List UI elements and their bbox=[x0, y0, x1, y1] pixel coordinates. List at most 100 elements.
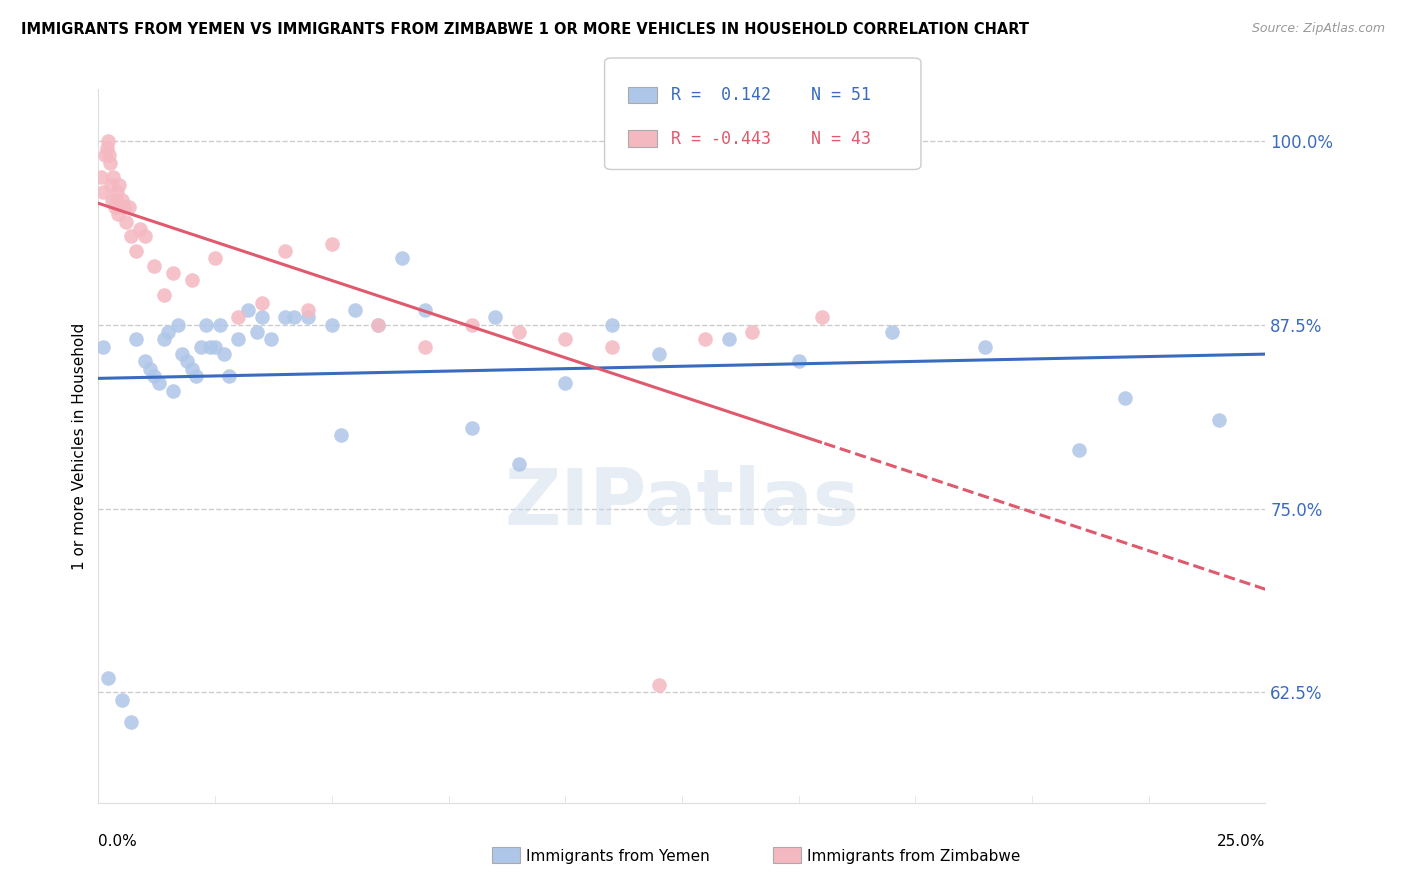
Text: IMMIGRANTS FROM YEMEN VS IMMIGRANTS FROM ZIMBABWE 1 OR MORE VEHICLES IN HOUSEHOL: IMMIGRANTS FROM YEMEN VS IMMIGRANTS FROM… bbox=[21, 22, 1029, 37]
Point bbox=[118, 200, 141, 214]
Point bbox=[176, 354, 198, 368]
Point bbox=[115, 214, 138, 228]
Point bbox=[250, 310, 273, 325]
Point bbox=[90, 170, 112, 185]
Point bbox=[218, 369, 240, 384]
Point bbox=[152, 288, 174, 302]
Point bbox=[695, 332, 717, 346]
Point bbox=[134, 229, 156, 244]
Point bbox=[214, 347, 236, 361]
Text: R =  0.142    N = 51: R = 0.142 N = 51 bbox=[671, 87, 870, 104]
Point bbox=[91, 340, 114, 354]
Text: 0.0%: 0.0% bbox=[98, 834, 138, 849]
Point bbox=[297, 302, 319, 317]
Point bbox=[1114, 391, 1136, 405]
Point bbox=[143, 369, 166, 384]
Point bbox=[104, 200, 127, 214]
Point bbox=[484, 310, 506, 325]
Point bbox=[367, 318, 389, 332]
Point bbox=[105, 193, 128, 207]
Point bbox=[180, 273, 202, 287]
Point bbox=[97, 671, 120, 685]
Point bbox=[180, 361, 202, 376]
Point bbox=[98, 155, 121, 169]
Point bbox=[172, 347, 194, 361]
Point bbox=[330, 428, 353, 442]
Point bbox=[97, 134, 120, 148]
Point bbox=[190, 340, 212, 354]
Text: Immigrants from Yemen: Immigrants from Yemen bbox=[526, 849, 710, 863]
Point bbox=[741, 325, 763, 339]
Point bbox=[260, 332, 283, 346]
Point bbox=[101, 193, 124, 207]
Point bbox=[344, 302, 367, 317]
Point bbox=[91, 185, 114, 199]
Point bbox=[228, 310, 250, 325]
Point bbox=[200, 340, 222, 354]
Point bbox=[508, 458, 530, 472]
Point bbox=[274, 244, 297, 258]
Point bbox=[1208, 413, 1230, 427]
Point bbox=[297, 310, 319, 325]
Point bbox=[204, 252, 226, 266]
Point bbox=[461, 318, 484, 332]
Point bbox=[162, 384, 184, 398]
Point bbox=[94, 148, 117, 162]
Point bbox=[274, 310, 297, 325]
Point bbox=[125, 332, 148, 346]
Point bbox=[148, 376, 170, 391]
Point bbox=[647, 678, 669, 692]
Point bbox=[321, 236, 343, 251]
Point bbox=[600, 340, 623, 354]
Point bbox=[413, 340, 436, 354]
Y-axis label: 1 or more Vehicles in Household: 1 or more Vehicles in Household bbox=[72, 322, 87, 570]
Point bbox=[112, 200, 135, 214]
Point bbox=[208, 318, 231, 332]
Point bbox=[100, 178, 122, 192]
Point bbox=[250, 295, 273, 310]
Point bbox=[105, 185, 128, 199]
Text: 25.0%: 25.0% bbox=[1218, 834, 1265, 849]
Point bbox=[811, 310, 834, 325]
Point bbox=[125, 244, 148, 258]
Text: R = -0.443    N = 43: R = -0.443 N = 43 bbox=[671, 129, 870, 147]
Point bbox=[554, 332, 576, 346]
Point bbox=[157, 325, 180, 339]
Point bbox=[880, 325, 903, 339]
Point bbox=[107, 207, 129, 221]
Text: Immigrants from Zimbabwe: Immigrants from Zimbabwe bbox=[807, 849, 1021, 863]
Point bbox=[461, 420, 484, 434]
Point bbox=[508, 325, 530, 339]
Point bbox=[134, 354, 156, 368]
Point bbox=[97, 148, 120, 162]
Point bbox=[204, 340, 226, 354]
Point bbox=[321, 318, 343, 332]
Point bbox=[236, 302, 259, 317]
Point bbox=[647, 347, 669, 361]
Point bbox=[1067, 442, 1090, 457]
Point bbox=[391, 252, 413, 266]
Point bbox=[194, 318, 217, 332]
Point bbox=[246, 325, 269, 339]
Point bbox=[111, 193, 134, 207]
Point bbox=[152, 332, 174, 346]
Point bbox=[717, 332, 740, 346]
Point bbox=[186, 369, 208, 384]
Point bbox=[413, 302, 436, 317]
Point bbox=[228, 332, 250, 346]
Point bbox=[108, 178, 131, 192]
Point bbox=[166, 318, 188, 332]
Point bbox=[103, 170, 125, 185]
Point bbox=[554, 376, 576, 391]
Point bbox=[143, 259, 166, 273]
Point bbox=[367, 318, 389, 332]
Point bbox=[974, 340, 997, 354]
Point bbox=[787, 354, 810, 368]
Point bbox=[120, 229, 142, 244]
Text: Source: ZipAtlas.com: Source: ZipAtlas.com bbox=[1251, 22, 1385, 36]
Point bbox=[129, 222, 152, 236]
Point bbox=[139, 361, 162, 376]
Point bbox=[111, 693, 134, 707]
Point bbox=[96, 141, 118, 155]
Point bbox=[120, 714, 142, 729]
